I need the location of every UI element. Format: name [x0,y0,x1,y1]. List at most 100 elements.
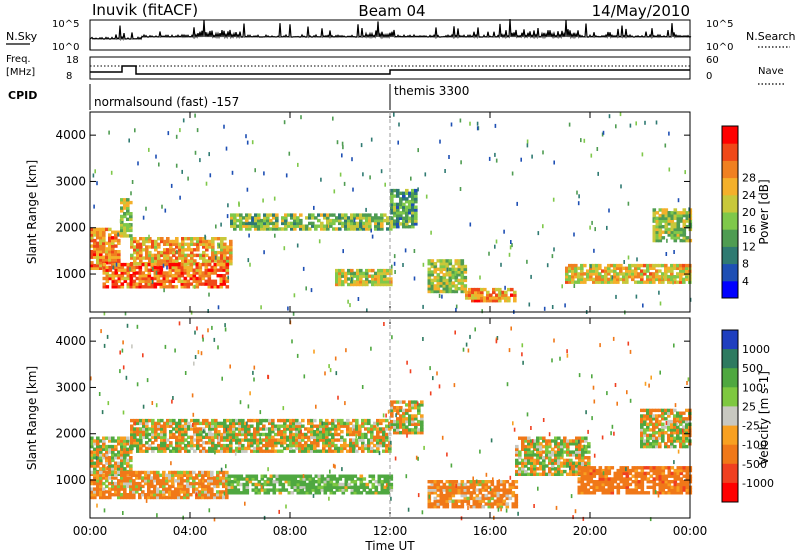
echo-cell [545,447,549,451]
echo-cell [454,262,459,266]
echo-cell [320,227,324,231]
echo-speckle [494,123,497,128]
echo-cell [408,408,412,413]
echo-cell [111,230,115,234]
echo-cell [233,216,237,220]
echo-speckle [654,490,657,494]
echo-cell [253,449,257,453]
echo-cell [175,239,179,244]
echo-cell [142,432,146,437]
echo-cell [454,505,459,509]
echo-cell [486,293,490,297]
echo-cell [349,441,353,445]
echo-cell [563,458,567,463]
echo-cell [114,444,118,449]
echo-cell [136,262,140,266]
echo-cell [162,479,166,483]
echo-cell [533,447,537,451]
echo-cell [213,271,218,275]
echo-cell [114,467,118,471]
echo-cell [399,216,403,220]
echo-cell [139,449,143,453]
echo-cell [568,277,572,282]
echo-cell [574,266,578,270]
echo-cell [171,265,176,270]
echo-cell [408,194,412,198]
echo-cell [96,493,100,497]
echo-cell [316,438,320,442]
echo-cell [293,224,297,228]
echo-speckle [553,160,555,165]
echo-cell [135,285,140,289]
echo-cell [359,282,363,287]
echo-cell [260,477,265,481]
echo-cell [126,276,131,281]
echo-cell [670,422,674,426]
echo-cell [108,456,112,460]
echo-cell [183,279,188,283]
echo-cell [679,219,684,223]
echo-cell [652,227,657,232]
echo-cell [214,430,218,434]
echo-speckle [296,243,299,248]
echo-speckle [228,436,231,441]
echo-cell [346,443,350,448]
echo-cell [622,266,626,270]
echo-cell [358,435,362,439]
echo-cell [530,450,534,454]
echo-cell [169,259,173,263]
echo-cell [123,473,127,477]
echo-cell [222,481,226,486]
echo-cell [393,213,397,218]
echo-speckle [220,467,223,472]
echo-cell [502,502,507,506]
echo-cell [320,488,325,492]
echo-speckle [673,343,675,348]
echo-speckle [246,140,249,145]
echo-cell [679,417,683,421]
echo-cell [347,477,352,481]
echo-cell [226,443,230,448]
echo-cell [427,284,432,288]
echo-cell [390,422,394,426]
echo-cell [679,431,683,435]
echo-cell [171,490,175,494]
echo-cell [96,476,100,480]
echo-cell [643,272,647,276]
echo-cell [583,485,588,489]
echo-cell [640,477,645,481]
echo-cell [229,438,233,442]
echo-cell [136,443,140,448]
echo-cell [287,474,292,478]
echo-cell [313,441,317,445]
echo-speckle [209,173,212,178]
echo-cell [631,480,636,484]
echo-cell [156,479,160,483]
echo-cell [545,453,549,457]
echo-cell [481,499,486,503]
echo-cell [239,221,243,226]
echo-cell [402,202,406,207]
echo-speckle [158,162,160,167]
echo-cell [266,221,270,226]
echo-speckle [345,348,347,353]
echo-cell [667,213,672,218]
echo-cell [572,450,576,454]
echo-cell [557,444,561,449]
echo-cell [319,418,323,423]
echo-cell [144,268,149,272]
echo-cell [174,487,178,491]
echo-cell [399,419,403,424]
echo-cell [325,424,329,428]
echo-speckle [450,122,453,127]
echo-cell [177,274,182,278]
echo-cell [108,467,112,471]
echo-cell [411,197,415,201]
echo-cell [661,466,666,470]
echo-cell [362,271,366,276]
echo-speckle [332,463,335,468]
echo-cell [304,443,308,448]
echo-cell [219,481,223,486]
echo-cell [160,435,164,439]
echo-cell [631,272,635,276]
